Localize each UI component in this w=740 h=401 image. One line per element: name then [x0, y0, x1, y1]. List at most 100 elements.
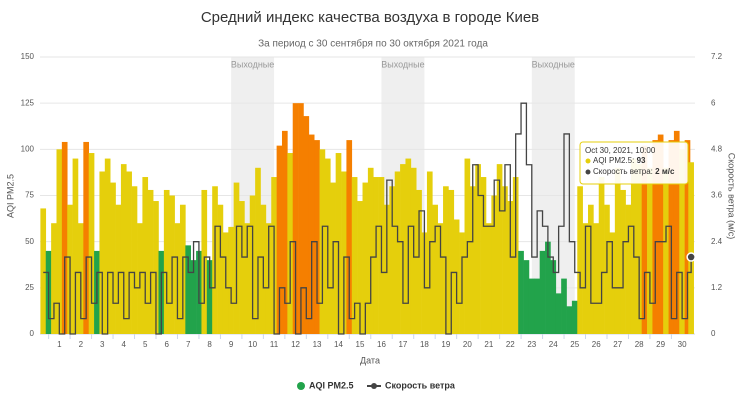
y2-tick-label: 1.2: [711, 283, 723, 292]
y-tick-label: 150: [21, 52, 35, 61]
band-label: Выходные: [381, 59, 424, 69]
bar: [416, 189, 422, 334]
bar: [523, 260, 530, 334]
tooltip-label: AQI PM2.5:: [593, 156, 634, 165]
bar: [351, 177, 358, 334]
y-tick-label: 25: [25, 283, 34, 292]
tooltip-unit: м/с: [662, 167, 675, 176]
band-label: Выходные: [532, 59, 575, 69]
x-tick-label: 12: [291, 340, 300, 349]
x-tick-label: 14: [334, 340, 343, 349]
bar: [663, 167, 669, 334]
bar: [518, 250, 524, 334]
bar: [99, 171, 106, 334]
bar: [539, 250, 546, 334]
bar: [598, 177, 605, 334]
bar: [51, 223, 57, 334]
y2-axis-title: Скорость ветра (м/с): [727, 153, 737, 240]
tooltip-value: 93: [637, 156, 646, 165]
bar: [255, 167, 261, 334]
y2-tick-label: 2.4: [711, 237, 723, 246]
x-tick-label: 6: [164, 340, 169, 349]
x-tick-label: 5: [143, 340, 148, 349]
bar: [545, 241, 551, 334]
bar: [244, 223, 251, 334]
bar: [56, 149, 63, 334]
legend-marker: [297, 382, 305, 390]
legend-item[interactable]: Скорость ветра: [367, 380, 456, 390]
y-tick-label: 50: [25, 237, 34, 246]
bar: [276, 145, 283, 334]
bar: [120, 164, 127, 334]
bar: [437, 223, 444, 334]
legend-item[interactable]: AQI PM2.5: [297, 380, 354, 390]
bar: [298, 103, 304, 335]
bar: [636, 164, 642, 334]
bar: [362, 182, 369, 334]
x-tick-label: 17: [398, 340, 407, 349]
bar: [367, 167, 374, 334]
y-tick-label: 125: [21, 98, 35, 107]
legend-label: AQI PM2.5: [309, 380, 354, 390]
bar: [625, 204, 632, 334]
chart-subtitle: За период с 30 сентября по 30 октября 20…: [258, 38, 488, 50]
bar: [550, 260, 557, 334]
bar: [88, 153, 95, 334]
y2-tick-label: 6: [711, 98, 716, 107]
x-tick-label: 22: [506, 340, 515, 349]
tooltip-value: 2: [655, 167, 660, 176]
bar: [83, 141, 90, 334]
bar: [502, 186, 508, 334]
bar: [206, 260, 213, 334]
bar: [131, 186, 138, 334]
x-tick-label: 19: [441, 340, 450, 349]
bar: [491, 195, 498, 334]
bar: [432, 204, 438, 334]
bar: [566, 306, 573, 334]
tooltip-box: [579, 141, 689, 185]
bar: [357, 201, 363, 334]
band-label: Выходные: [231, 59, 274, 69]
x-tick-label: 18: [420, 340, 429, 349]
bar: [185, 245, 192, 334]
y2-tick-label: 3.6: [711, 191, 723, 200]
tooltip: Oct 30, 2021, 10:00 AQI PM2.5: 93 Скорос…: [579, 141, 689, 185]
bar: [104, 158, 111, 334]
x-tick-label: 1: [57, 340, 62, 349]
bar: [314, 140, 320, 334]
x-tick-label: 16: [377, 340, 386, 349]
bar: [571, 300, 578, 334]
bar: [72, 158, 79, 334]
bar: [480, 177, 487, 334]
y-tick-label: 75: [25, 191, 34, 200]
x-tick-label: 29: [656, 340, 665, 349]
bar: [126, 171, 132, 334]
plot-area: Выходные Выходные Выходные0255075100125150…: [21, 52, 723, 349]
x-tick-label: 27: [613, 340, 622, 349]
bar: [115, 204, 122, 334]
x-axis-title: Дата: [360, 355, 380, 365]
bar: [147, 189, 154, 334]
x-tick-label: 11: [270, 340, 279, 349]
y2-tick-label: 0: [711, 329, 716, 338]
bar: [394, 171, 401, 334]
bar: [486, 223, 492, 334]
chart-title: Средний индекс качества воздуха в городе…: [201, 9, 539, 26]
bar: [228, 226, 234, 334]
wind-line: [43, 102, 692, 335]
bar: [657, 134, 664, 334]
bar: [684, 140, 691, 334]
legend-marker: [371, 383, 377, 389]
bar: [239, 201, 245, 334]
bar: [673, 130, 680, 334]
bar: [448, 189, 455, 334]
bar: [153, 201, 159, 334]
bar: [341, 171, 347, 334]
bar: [40, 208, 47, 334]
tooltip-label: Скорость ветра:: [593, 167, 653, 176]
bar: [577, 186, 583, 334]
x-tick-label: 9: [229, 340, 234, 349]
bar: [528, 278, 535, 334]
y-tick-label: 100: [21, 144, 35, 153]
